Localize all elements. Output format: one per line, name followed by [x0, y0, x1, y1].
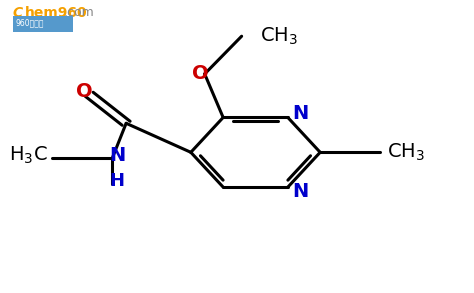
Text: H: H — [109, 172, 124, 190]
Text: .com: .com — [64, 6, 94, 19]
Text: CH$_3$: CH$_3$ — [260, 25, 298, 47]
Text: CH$_3$: CH$_3$ — [387, 142, 425, 163]
Text: N: N — [292, 182, 309, 201]
Text: C: C — [13, 6, 23, 20]
Text: H$_3$C: H$_3$C — [9, 144, 47, 166]
Text: N: N — [109, 146, 125, 165]
Text: O: O — [192, 64, 209, 84]
Text: N: N — [292, 104, 309, 123]
Text: hem960: hem960 — [25, 6, 87, 20]
Bar — [13, 16, 73, 32]
Text: 960化工网: 960化工网 — [15, 19, 44, 28]
Text: O: O — [76, 82, 93, 101]
